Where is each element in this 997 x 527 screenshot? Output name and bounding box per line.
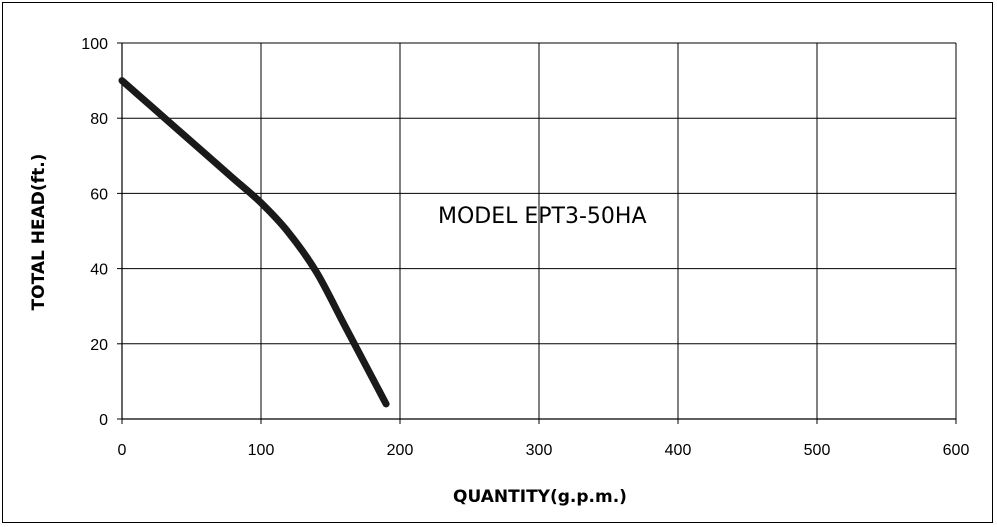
x-tick-labels: 0 100 200 300 400 500 600 xyxy=(118,442,970,459)
x-tick-label-600: 600 xyxy=(943,442,970,459)
series-line-0 xyxy=(118,77,390,408)
x-tick-label-400: 400 xyxy=(665,442,692,459)
model-annotation: MODEL EPT3-50HA xyxy=(438,204,647,229)
x-tick-label-100: 100 xyxy=(248,442,275,459)
series-layer xyxy=(118,77,390,408)
y-tick-label-80: 80 xyxy=(90,111,108,128)
y-tick-label-100: 100 xyxy=(81,36,108,53)
axes xyxy=(117,42,957,424)
x-axis-title: QUANTITY(g.p.m.) xyxy=(453,487,627,507)
y-tick-label-0: 0 xyxy=(99,412,108,429)
y-tick-label-20: 20 xyxy=(90,337,108,354)
x-tick-label-0: 0 xyxy=(118,442,127,459)
grid xyxy=(122,42,957,419)
x-tick-label-500: 500 xyxy=(804,442,831,459)
x-tick-label-300: 300 xyxy=(526,442,553,459)
y-tick-label-60: 60 xyxy=(90,186,108,203)
y-tick-labels: 0 20 40 60 80 100 xyxy=(81,36,108,429)
y-tick-label-40: 40 xyxy=(90,262,108,279)
y-axis-title: TOTAL HEAD(ft.) xyxy=(29,154,49,311)
x-tick-label-200: 200 xyxy=(387,442,414,459)
